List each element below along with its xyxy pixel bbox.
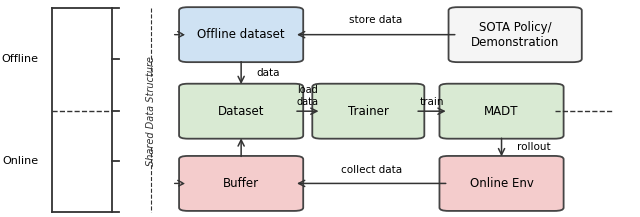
Text: Trainer: Trainer: [348, 105, 388, 118]
Text: train: train: [420, 97, 444, 107]
FancyBboxPatch shape: [312, 84, 424, 139]
Text: MADT: MADT: [484, 105, 519, 118]
Text: Online Env: Online Env: [470, 177, 534, 190]
FancyBboxPatch shape: [440, 84, 564, 139]
Text: Online: Online: [3, 156, 38, 166]
FancyBboxPatch shape: [449, 7, 582, 62]
Text: Offline: Offline: [1, 54, 38, 64]
Text: rollout: rollout: [516, 142, 550, 152]
FancyBboxPatch shape: [179, 7, 303, 62]
FancyBboxPatch shape: [440, 156, 564, 211]
Text: SOTA Policy/
Demonstration: SOTA Policy/ Demonstration: [471, 21, 559, 49]
Text: store data: store data: [349, 15, 403, 25]
Text: Shared Data Structure: Shared Data Structure: [146, 56, 156, 166]
FancyBboxPatch shape: [179, 156, 303, 211]
Text: data: data: [256, 68, 280, 78]
Text: Buffer: Buffer: [223, 177, 259, 190]
Text: Dataset: Dataset: [218, 105, 264, 118]
Text: Offline dataset: Offline dataset: [197, 28, 285, 41]
Text: collect data: collect data: [340, 165, 402, 175]
FancyBboxPatch shape: [179, 84, 303, 139]
Text: load
data: load data: [297, 85, 319, 107]
